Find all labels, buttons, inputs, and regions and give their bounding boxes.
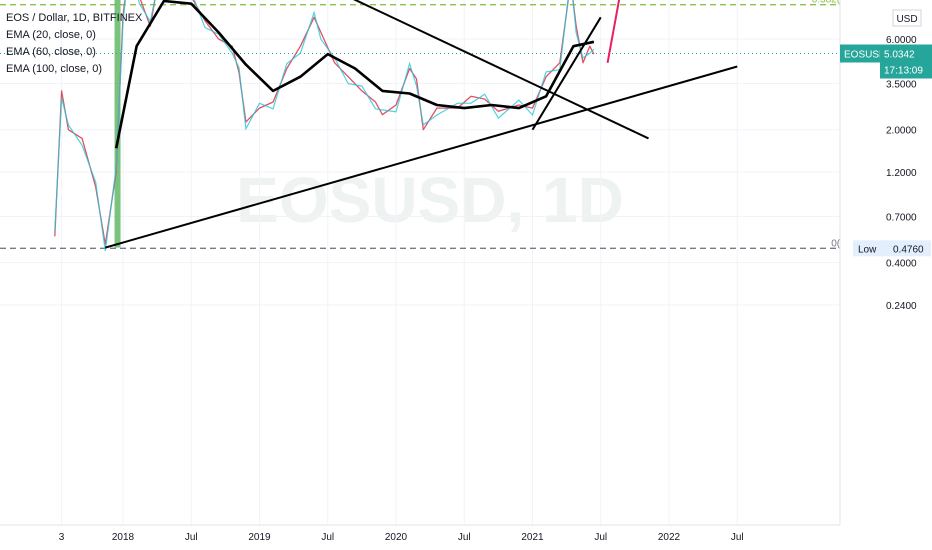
x-tick-label: Jul (321, 532, 334, 543)
x-tick-label: 2019 (248, 532, 271, 543)
x-tick-label: 2020 (385, 532, 408, 543)
ema-100-line (114, 0, 595, 149)
low-value-badge (889, 240, 931, 257)
trendline (353, 0, 649, 140)
price-countdown: 17:13:09 (884, 65, 923, 76)
trendline (531, 16, 602, 131)
low-badge (853, 240, 889, 257)
impulse-bar (114, 0, 121, 248)
low-value: 0.4760 (893, 244, 924, 255)
price-symbol: EOSUSD (844, 49, 886, 60)
legend-ema-20[interactable]: EMA (20, close, 0) (6, 29, 96, 41)
y-tick-label: 0.7000 (886, 212, 917, 223)
price-line (54, 0, 595, 245)
chart-legend: EOS / Dollar, 1D, BITFINEX EMA (20, clos… (6, 10, 142, 78)
currency-badge (892, 9, 922, 27)
y-tick-label: 6.0000 (886, 35, 917, 46)
ema-20-line (54, 0, 595, 252)
y-tick-label: 2.0000 (886, 126, 917, 137)
grid (0, 0, 846, 525)
y-tick-label: 3.5000 (886, 80, 917, 91)
price-symbol-badge (840, 44, 880, 63)
legend-ema-60[interactable]: EMA (60, close, 0) (6, 46, 96, 58)
watermark: EOSUSD, 1D (236, 164, 624, 236)
x-tick-label: Jul (185, 532, 198, 543)
currency-label: USD (896, 14, 917, 25)
legend-symbol[interactable]: EOS / Dollar, 1D, BITFINEX (6, 12, 143, 24)
x-tick-label: 3 (59, 532, 65, 543)
x-tick-label: 2022 (658, 532, 681, 543)
legend-ema-100[interactable]: EMA (100, close, 0) (6, 63, 102, 75)
y-tick-label: 0.2400 (886, 301, 917, 312)
low-label: Low (858, 244, 877, 255)
trendline (104, 65, 738, 249)
y-tick-label: 0.4000 (886, 259, 917, 270)
price-value: 5.0342 (884, 49, 915, 60)
price-value-badge (880, 44, 932, 79)
price-axis (840, 0, 932, 550)
x-tick-label: Jul (458, 532, 471, 543)
x-tick-label: Jul (731, 532, 744, 543)
x-tick-label: 2021 (521, 532, 544, 543)
y-tick-label: 1.2000 (886, 168, 917, 179)
x-tick-label: Jul (594, 532, 607, 543)
x-tick-label: 2018 (112, 532, 135, 543)
projection-arrow (606, 0, 621, 63)
